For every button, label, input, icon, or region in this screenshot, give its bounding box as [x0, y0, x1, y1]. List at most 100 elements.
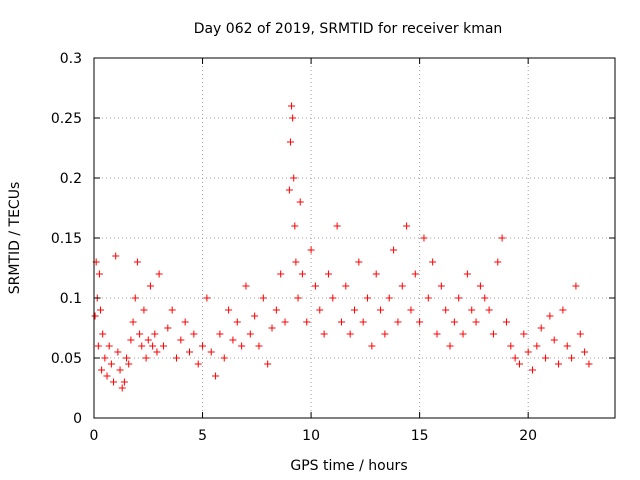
data-point	[433, 330, 441, 338]
data-point	[105, 342, 113, 350]
data-point	[131, 294, 139, 302]
data-point	[420, 234, 428, 242]
data-point	[364, 294, 372, 302]
data-point	[264, 360, 272, 368]
data-point	[268, 324, 276, 332]
x-tick-label: 15	[411, 428, 429, 444]
data-point	[251, 312, 259, 320]
data-point	[502, 318, 510, 326]
y-tick-label: 0.05	[51, 351, 82, 367]
data-point	[95, 270, 103, 278]
data-point	[559, 306, 567, 314]
data-point	[368, 342, 376, 350]
data-point	[463, 270, 471, 278]
data-point	[568, 354, 576, 362]
data-point	[324, 270, 332, 278]
axis-ticks: 0 0.05 0.1 0.15 0.2 0.25 0.3 0 5 10 15 20	[51, 51, 615, 444]
data-point	[149, 342, 157, 350]
data-point	[277, 270, 285, 278]
data-point	[585, 360, 593, 368]
data-point	[476, 282, 484, 290]
data-point	[459, 330, 467, 338]
data-point	[225, 306, 233, 314]
y-tick-label: 0	[73, 411, 82, 427]
data-point	[99, 330, 107, 338]
grid-lines	[94, 58, 615, 418]
data-point	[199, 342, 207, 350]
data-point	[172, 354, 180, 362]
data-point	[91, 312, 99, 320]
data-point	[281, 318, 289, 326]
data-point	[123, 354, 131, 362]
data-point	[485, 306, 493, 314]
data-point	[416, 318, 424, 326]
data-point	[203, 294, 211, 302]
data-point	[194, 360, 202, 368]
data-point	[288, 102, 296, 110]
data-point	[320, 330, 328, 338]
data-point	[494, 258, 502, 266]
data-point	[101, 354, 109, 362]
x-tick-label: 0	[90, 428, 99, 444]
data-point	[159, 342, 167, 350]
data-point	[289, 114, 297, 122]
data-point	[144, 336, 152, 344]
data-point	[286, 138, 294, 146]
x-axis-label: GPS time / hours	[290, 458, 407, 474]
x-tick-label: 5	[198, 428, 207, 444]
data-point	[207, 348, 215, 356]
data-point	[181, 318, 189, 326]
data-point	[190, 330, 198, 338]
data-point	[355, 258, 363, 266]
data-point	[138, 342, 146, 350]
data-point	[242, 282, 250, 290]
data-point	[292, 258, 300, 266]
data-point	[255, 342, 263, 350]
data-point	[129, 318, 137, 326]
y-tick-label: 0.1	[60, 291, 82, 307]
data-point	[546, 312, 554, 320]
data-point	[146, 282, 154, 290]
data-point	[351, 306, 358, 314]
data-point	[442, 306, 450, 314]
data-point	[136, 330, 144, 338]
data-point	[246, 330, 254, 338]
data-point	[333, 222, 341, 230]
data-point	[337, 318, 345, 326]
data-point	[533, 342, 541, 350]
data-point	[114, 348, 122, 356]
data-point	[524, 348, 532, 356]
data-point	[229, 336, 237, 344]
data-point	[511, 354, 519, 362]
data-point	[153, 348, 161, 356]
data-point	[177, 336, 185, 344]
data-point	[294, 294, 302, 302]
data-point	[572, 282, 580, 290]
data-point	[186, 348, 194, 356]
y-tick-label: 0.15	[51, 231, 82, 247]
data-point	[576, 330, 584, 338]
data-point	[291, 222, 299, 230]
data-point	[125, 360, 133, 368]
data-point	[498, 234, 506, 242]
data-point	[142, 354, 150, 362]
data-point	[537, 324, 545, 332]
data-point	[290, 174, 298, 182]
data-point	[542, 354, 550, 362]
data-point	[216, 330, 224, 338]
data-point	[581, 348, 589, 356]
data-point	[316, 306, 324, 314]
data-point	[468, 306, 476, 314]
data-point	[472, 318, 480, 326]
data-point	[563, 342, 571, 350]
data-point	[450, 318, 458, 326]
data-point	[151, 330, 159, 338]
chart-title: Day 062 of 2019, SRMTID for receiver kma…	[194, 21, 503, 37]
data-point	[429, 258, 437, 266]
data-point	[220, 354, 228, 362]
y-tick-label: 0.3	[60, 51, 82, 67]
data-point	[437, 282, 445, 290]
y-tick-label: 0.25	[51, 111, 82, 127]
data-point	[103, 372, 111, 380]
data-point	[555, 360, 563, 368]
